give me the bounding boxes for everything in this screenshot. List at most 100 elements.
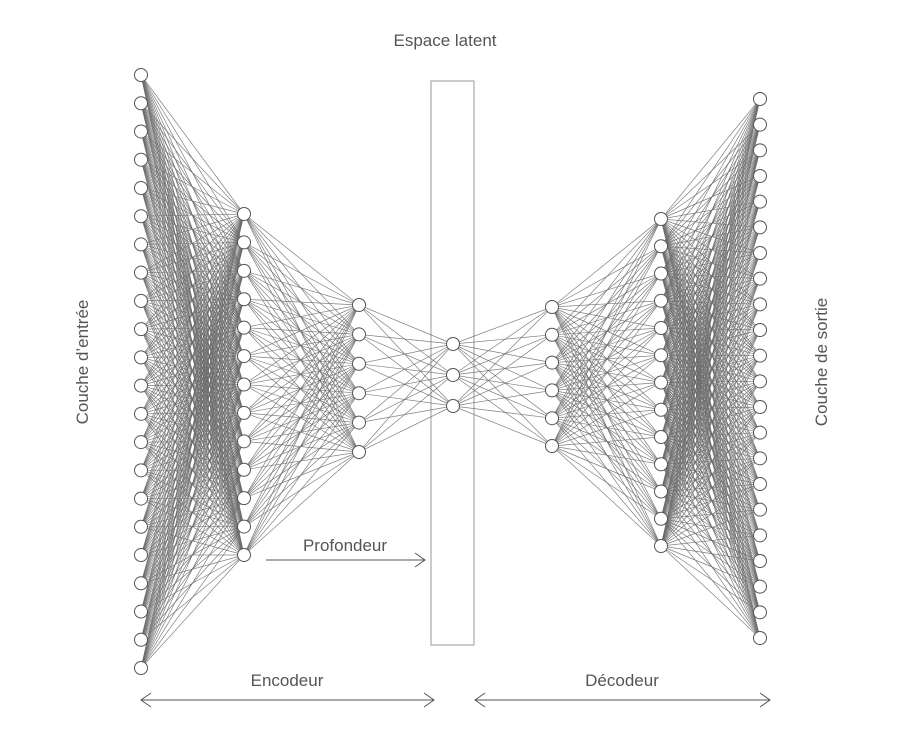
connection (660, 98, 761, 519)
output-layer-neuron (753, 425, 767, 440)
connection (551, 445, 662, 492)
connection (660, 436, 761, 485)
connection (660, 355, 761, 492)
encoder-hidden-1-neuron (237, 462, 251, 477)
connection (243, 363, 360, 385)
connection (243, 334, 360, 357)
connection (140, 213, 245, 584)
connection (660, 304, 761, 410)
connection (660, 380, 761, 383)
decoder-hidden-2-neuron (654, 348, 668, 363)
connection (660, 124, 761, 220)
connection (660, 518, 761, 562)
output-layer-neuron (753, 477, 767, 491)
connection (660, 246, 761, 356)
connection (243, 422, 360, 556)
output-layer-neuron (753, 605, 767, 620)
connection (358, 334, 454, 345)
input-layer-neuron (134, 96, 148, 111)
connection (660, 432, 761, 520)
input-layer-neuron (134, 378, 148, 393)
connection (660, 382, 761, 485)
connection (551, 218, 662, 363)
encoder-hidden-1-neuron (237, 349, 251, 364)
input-layer-label: Couche d’entrée (73, 300, 92, 425)
connection (140, 270, 245, 669)
connection (660, 218, 761, 331)
connection (140, 441, 245, 669)
connection (243, 270, 360, 394)
connection (358, 304, 454, 407)
connection (140, 131, 245, 215)
input-layer-neuron (134, 68, 148, 82)
connection (660, 355, 761, 465)
connection (660, 381, 761, 465)
decoder-hidden-2-neuron (654, 457, 668, 472)
encoder-hidden-2-neuron (352, 386, 366, 401)
encoder-hidden-1-neuron (237, 548, 251, 562)
connection (243, 298, 360, 306)
output-layer-neuron (753, 502, 767, 517)
connection (660, 300, 761, 433)
connection (243, 327, 360, 394)
connection (660, 545, 761, 613)
connection (358, 343, 454, 394)
connection (243, 440, 360, 453)
connection (660, 150, 761, 547)
connection (243, 384, 360, 423)
connection (660, 246, 761, 408)
connection (660, 491, 761, 587)
connection (660, 432, 761, 492)
connection (243, 304, 360, 442)
connection (452, 334, 553, 376)
encoder-hidden-2-neuron (352, 445, 366, 459)
connection (660, 278, 761, 329)
connection (660, 300, 761, 356)
connection (140, 213, 245, 386)
connection (660, 98, 761, 410)
connection (243, 242, 360, 365)
connection (660, 252, 761, 329)
encoder-hidden-1-neuron (237, 292, 251, 307)
connection (660, 458, 761, 492)
connection (452, 374, 553, 447)
connection (660, 355, 761, 547)
connection (660, 304, 761, 383)
connection (660, 491, 761, 511)
connection (358, 405, 454, 453)
connection (140, 213, 245, 640)
connection (243, 270, 360, 335)
connection (660, 227, 761, 356)
connection (243, 392, 360, 556)
input-layer-neuron (134, 265, 148, 280)
decoder-hidden-2-neuron (654, 375, 668, 390)
connection (660, 355, 761, 459)
input-layer-neuron (134, 661, 148, 675)
connection (660, 245, 761, 331)
connection (660, 252, 761, 302)
connection (140, 412, 245, 669)
connection (358, 374, 454, 423)
connection (660, 98, 761, 438)
connection (660, 509, 761, 520)
connection (660, 300, 761, 459)
connection (660, 409, 761, 434)
connection (551, 218, 662, 447)
connection (140, 299, 245, 669)
connection (140, 384, 245, 669)
connection (660, 329, 761, 465)
input-layer-neuron (134, 209, 148, 224)
latent-space-label: Espace latent (393, 31, 496, 50)
connection (243, 334, 360, 385)
connection (140, 213, 245, 273)
latent-layer-neuron (446, 337, 460, 351)
connection (660, 354, 761, 433)
connection (660, 300, 761, 382)
connection (358, 343, 454, 365)
connection (243, 242, 360, 306)
connection (243, 355, 360, 453)
connection (660, 355, 761, 485)
connection (660, 273, 761, 356)
connection (140, 526, 245, 669)
input-layer-neuron (134, 435, 148, 450)
